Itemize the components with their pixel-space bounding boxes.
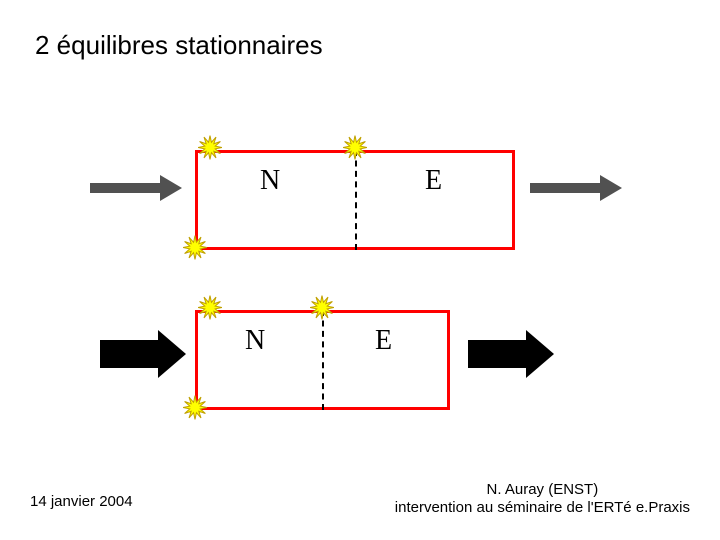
starburst-icon — [183, 396, 207, 425]
diagram-1-label-e: E — [425, 165, 442, 197]
slide-title: 2 équilibres stationnaires — [35, 30, 323, 61]
arrow-shaft — [100, 340, 158, 368]
footer-credit-line2: intervention au séminaire de l'ERTé e.Pr… — [395, 499, 690, 516]
arrow-shaft — [530, 183, 600, 193]
arrow-head-icon — [600, 175, 622, 201]
arrow-head-icon — [160, 175, 182, 201]
diagram-1-label-n: N — [260, 165, 280, 197]
starburst-icon — [198, 136, 222, 165]
footer-credit: N. Auray (ENST) intervention au séminair… — [395, 481, 690, 519]
starburst-icon — [343, 136, 367, 165]
arrow-shaft — [90, 183, 160, 193]
diagram-1-divider — [355, 150, 357, 250]
arrow-head-icon — [158, 330, 186, 378]
diagram-2-label-n: N — [245, 325, 265, 357]
arrow-head-icon — [526, 330, 554, 378]
diagram-2-label-e: E — [375, 325, 392, 357]
arrow-shaft — [468, 340, 526, 368]
slide: 2 équilibres stationnaires N E N E 14 ja… — [0, 0, 720, 540]
starburst-icon — [310, 296, 334, 325]
starburst-icon — [183, 236, 207, 265]
footer-credit-line1: N. Auray (ENST) — [487, 481, 599, 498]
footer-date: 14 janvier 2004 — [30, 493, 133, 510]
starburst-icon — [198, 296, 222, 325]
diagram-2-divider — [322, 310, 324, 410]
